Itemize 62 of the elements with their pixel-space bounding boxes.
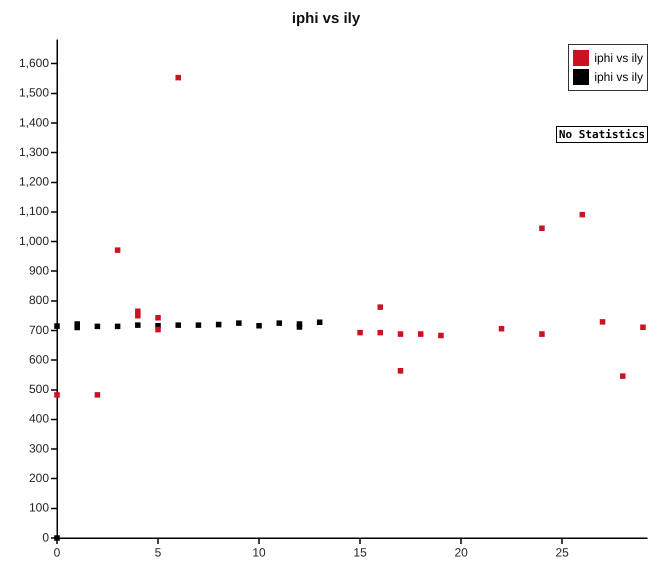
point bbox=[539, 331, 545, 337]
point bbox=[378, 330, 384, 336]
point bbox=[135, 322, 141, 328]
y-tick-label: 900 bbox=[28, 264, 50, 278]
chart-title: iphi vs ily bbox=[292, 10, 361, 28]
point bbox=[135, 312, 141, 318]
point bbox=[640, 324, 646, 330]
y-tick-label: 1,300 bbox=[18, 144, 50, 159]
y-tick-label: 400 bbox=[28, 412, 50, 426]
point bbox=[236, 320, 242, 326]
point bbox=[175, 322, 181, 328]
x-tick-label: 5 bbox=[154, 546, 162, 560]
y-tick-label: 1,400 bbox=[18, 115, 50, 130]
point bbox=[114, 324, 120, 330]
y-tick-label: 1,000 bbox=[18, 234, 50, 248]
point bbox=[600, 319, 606, 325]
legend-label: iphi vs ily bbox=[594, 70, 643, 84]
point bbox=[155, 326, 161, 332]
y-tick-label: 200 bbox=[28, 471, 50, 486]
point bbox=[398, 368, 404, 374]
point bbox=[580, 212, 586, 218]
y-tick-label: 500 bbox=[28, 382, 50, 396]
point bbox=[114, 247, 120, 253]
x-tick-label: 20 bbox=[454, 546, 468, 560]
point bbox=[54, 323, 60, 329]
point bbox=[94, 324, 100, 330]
x-tick-label: 15 bbox=[353, 546, 368, 560]
x-tick-label: 10 bbox=[252, 546, 266, 560]
y-tick-label: 100 bbox=[28, 500, 50, 515]
point bbox=[357, 330, 363, 336]
y-tick-label: 300 bbox=[28, 441, 50, 456]
point bbox=[196, 322, 202, 328]
point bbox=[418, 331, 424, 337]
point bbox=[216, 322, 222, 328]
point bbox=[438, 332, 444, 338]
point bbox=[74, 324, 80, 330]
point bbox=[316, 319, 322, 325]
point bbox=[175, 74, 181, 80]
y-tick-label: 1,500 bbox=[18, 86, 50, 100]
y-tick-label: 0 bbox=[42, 530, 50, 544]
annotation: No Statistics bbox=[556, 126, 648, 143]
point bbox=[620, 373, 626, 379]
point bbox=[54, 535, 60, 541]
point bbox=[94, 392, 100, 398]
y-tick-label: 1,600 bbox=[18, 56, 50, 70]
y-tick-label: 600 bbox=[28, 352, 50, 366]
y-tick-label: 800 bbox=[28, 293, 50, 308]
point bbox=[54, 392, 60, 398]
point bbox=[276, 320, 282, 326]
point bbox=[296, 324, 302, 330]
legend-label: iphi vs ily bbox=[594, 51, 643, 65]
point bbox=[398, 331, 404, 337]
point bbox=[498, 326, 504, 332]
point bbox=[378, 304, 384, 310]
y-tick-label: 700 bbox=[28, 322, 50, 337]
point bbox=[256, 322, 262, 329]
point bbox=[155, 314, 161, 321]
y-tick-label: 1,100 bbox=[18, 204, 50, 218]
x-tick-label: 25 bbox=[555, 546, 570, 560]
y-tick-label: 1,200 bbox=[18, 174, 50, 189]
x-tick-label: 0 bbox=[54, 546, 61, 560]
point bbox=[539, 225, 545, 231]
